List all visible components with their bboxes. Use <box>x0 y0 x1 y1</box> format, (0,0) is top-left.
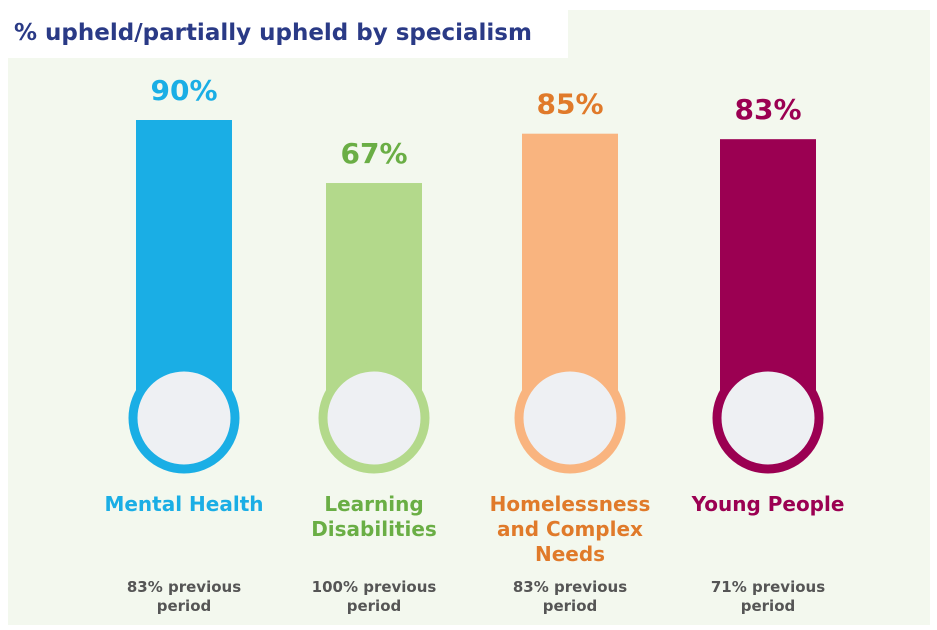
value-label: 83% <box>734 93 801 126</box>
chart-title: % upheld/partially upheld by specialism <box>14 20 532 46</box>
value-label: 67% <box>340 137 407 170</box>
title-background <box>8 10 568 58</box>
previous-period: 83% previous period <box>126 578 242 615</box>
previous-period: 83% previous period <box>512 578 628 615</box>
value-label: 90% <box>150 74 217 107</box>
previous-period: 71% previous period <box>710 578 826 615</box>
bulb-ring <box>514 362 626 474</box>
bulb-ring <box>128 362 240 474</box>
category-label: Learning Disabilities <box>311 492 437 541</box>
category-label: Young People <box>691 492 845 516</box>
bulb-ring <box>318 362 430 474</box>
category-label: Homelessness and Complex Needs <box>489 492 651 566</box>
previous-period: 100% previous period <box>311 578 437 615</box>
bulb-ring <box>712 362 824 474</box>
value-label: 85% <box>536 88 603 121</box>
category-label: Mental Health <box>104 492 264 516</box>
